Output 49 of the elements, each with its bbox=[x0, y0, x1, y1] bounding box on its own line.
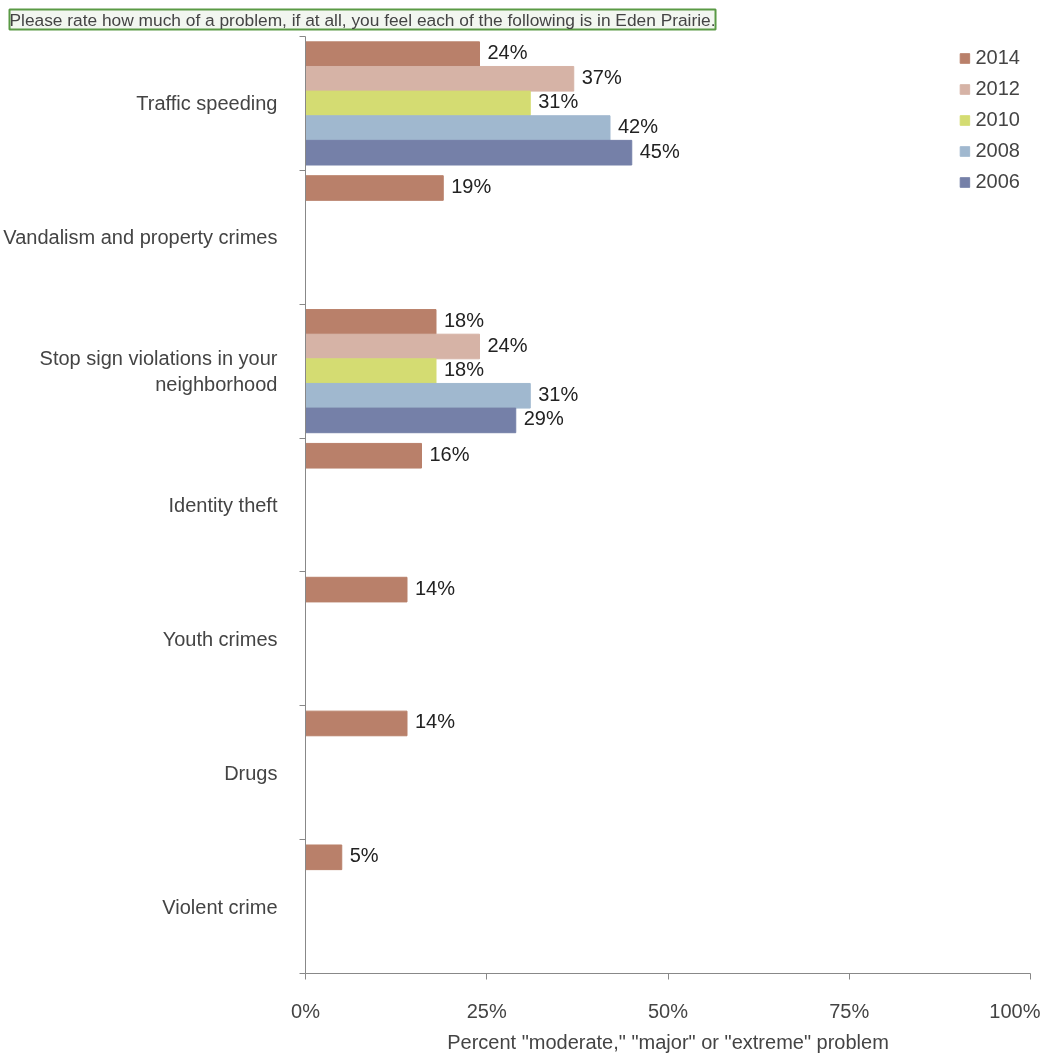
y-tick-label: Identity theft bbox=[168, 494, 278, 516]
bar bbox=[305, 844, 343, 871]
data-label: 16% bbox=[429, 442, 470, 465]
legend-label: 2012 bbox=[975, 77, 1020, 100]
bar bbox=[305, 309, 437, 335]
data-label: 42% bbox=[618, 115, 659, 138]
x-axis-title: Percent "moderate," "major" or "extreme" problem bbox=[447, 1030, 889, 1053]
bar bbox=[305, 90, 531, 117]
data-label: 14% bbox=[415, 710, 456, 733]
data-label: 29% bbox=[523, 407, 564, 430]
y-tick-label: Violent crime bbox=[162, 895, 278, 918]
bar bbox=[305, 139, 633, 166]
data-label: 24% bbox=[487, 41, 528, 64]
y-tick-label: Drugs bbox=[224, 761, 278, 784]
bar bbox=[305, 710, 408, 737]
y-tick-label: Vandalism and property crimes bbox=[3, 226, 278, 249]
bar bbox=[305, 382, 531, 409]
y-tick-label: Stop sign violations in your neighborhood bbox=[39, 346, 278, 396]
data-label: 18% bbox=[444, 308, 485, 331]
data-label: 37% bbox=[581, 65, 622, 88]
data-label: 31% bbox=[538, 382, 579, 405]
x-tick-label: 50% bbox=[647, 999, 689, 1022]
data-label: 14% bbox=[415, 576, 456, 599]
chart-title: Please rate how much of a problem, if at all, you feel each of the following is in Eden Prairie. bbox=[9, 9, 716, 30]
y-tick-label: Youth crimes bbox=[162, 627, 278, 650]
data-label: 18% bbox=[444, 358, 485, 381]
data-label: 45% bbox=[639, 139, 680, 162]
legend-label: 2006 bbox=[975, 170, 1020, 193]
bar bbox=[305, 442, 422, 469]
bar bbox=[305, 333, 480, 360]
bar bbox=[305, 358, 437, 384]
x-tick-label: 25% bbox=[466, 999, 507, 1022]
bar bbox=[305, 175, 444, 201]
x-tick-label: 100% bbox=[989, 999, 1041, 1022]
bar bbox=[305, 41, 480, 67]
legend-label: 2008 bbox=[975, 139, 1020, 162]
bar bbox=[305, 65, 575, 92]
x-tick-label: 0% bbox=[291, 999, 321, 1022]
bar bbox=[305, 576, 408, 603]
legend-label: 2014 bbox=[975, 46, 1020, 69]
y-tick-label: Traffic speeding bbox=[136, 92, 278, 115]
data-label: 5% bbox=[349, 844, 379, 867]
bar bbox=[305, 407, 517, 434]
data-label: 19% bbox=[451, 175, 492, 198]
data-label: 24% bbox=[487, 333, 528, 356]
bar bbox=[305, 115, 611, 141]
legend-label: 2010 bbox=[975, 108, 1020, 131]
x-tick-label: 75% bbox=[829, 999, 870, 1022]
data-label: 31% bbox=[538, 90, 579, 113]
